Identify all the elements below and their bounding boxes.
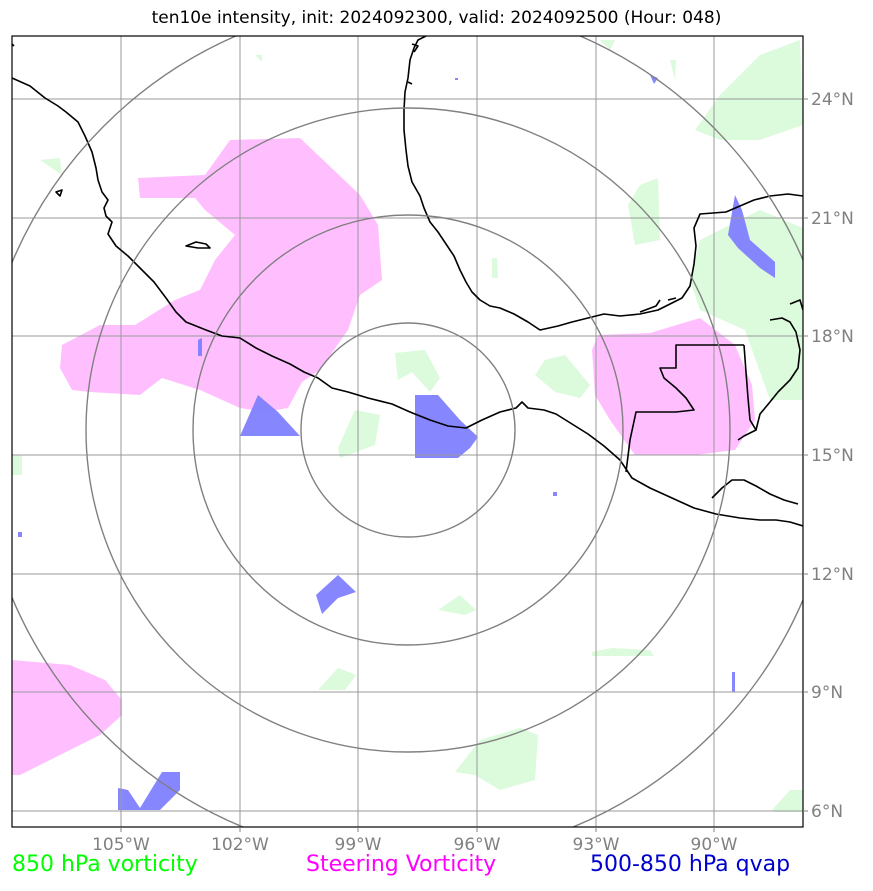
lon-label: 93°W <box>573 835 620 855</box>
graticule <box>12 36 803 827</box>
map-frame <box>11 35 804 828</box>
lon-label: 102°W <box>211 835 269 855</box>
lat-label: 18°N <box>811 327 854 347</box>
tick-marks <box>120 98 808 832</box>
lat-label: 12°N <box>811 565 854 585</box>
lat-label: 9°N <box>811 683 843 703</box>
vorticity-850-layer <box>12 40 803 812</box>
map-title: ten10e intensity, init: 2024092300, vali… <box>151 8 722 28</box>
lon-label: 105°W <box>92 835 150 855</box>
lat-label: 21°N <box>811 209 854 229</box>
lat-label: 24°N <box>811 90 854 110</box>
legend-qvap: 500-850 hPa qvap <box>590 852 791 877</box>
qvap-layer <box>18 75 775 810</box>
coastlines <box>12 36 803 527</box>
lon-label: 96°W <box>454 835 501 855</box>
range-rings <box>12 36 803 827</box>
legend-steering-vorticity: Steering Vorticity <box>306 852 497 877</box>
lat-label: 6°N <box>811 802 843 822</box>
lon-label: 90°W <box>691 835 738 855</box>
lat-label: 15°N <box>811 446 854 466</box>
lon-label: 99°W <box>335 835 382 855</box>
legend-vorticity-850: 850 hPa vorticity <box>12 852 198 877</box>
